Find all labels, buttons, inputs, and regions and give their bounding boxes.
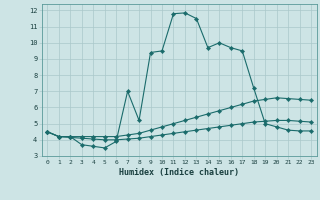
- X-axis label: Humidex (Indice chaleur): Humidex (Indice chaleur): [119, 168, 239, 177]
